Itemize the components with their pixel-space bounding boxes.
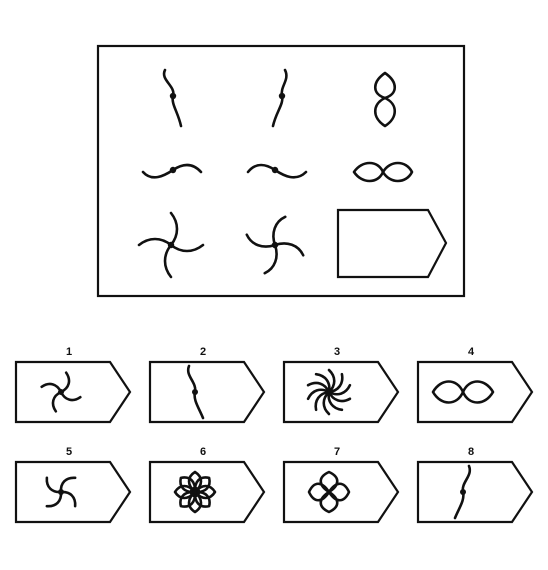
pinwheel-arm bbox=[327, 383, 352, 396]
petal bbox=[179, 476, 197, 494]
center-dot bbox=[271, 241, 279, 249]
option-frame bbox=[14, 460, 132, 524]
answer-option-4[interactable]: 4 bbox=[416, 346, 534, 424]
answer-option-3[interactable]: 3 bbox=[282, 346, 400, 424]
matrix-cell-2-1 bbox=[141, 163, 203, 179]
option-number: 7 bbox=[334, 446, 340, 458]
answer-options: 1 2 3 4 5 6 7 8 bbox=[14, 346, 534, 524]
center-dot bbox=[169, 166, 177, 174]
option-frame bbox=[14, 360, 132, 424]
option-number: 6 bbox=[200, 446, 206, 458]
petal bbox=[193, 484, 217, 500]
matrix-cell-3-2 bbox=[245, 215, 305, 275]
option-number: 5 bbox=[66, 446, 72, 458]
answer-option-7[interactable]: 7 bbox=[282, 446, 400, 524]
matrix-cell-1-2 bbox=[271, 68, 288, 128]
pinwheel-arm bbox=[314, 390, 331, 412]
flower-center bbox=[189, 486, 201, 498]
option-frame bbox=[282, 360, 400, 424]
pinwheel-arm bbox=[327, 390, 352, 403]
answer-option-6[interactable]: 6 bbox=[148, 446, 266, 524]
matrix-cell-2-2 bbox=[246, 163, 308, 179]
pinwheel-three-figure bbox=[45, 476, 77, 508]
option-frame bbox=[148, 360, 266, 424]
answer-option-1[interactable]: 1 bbox=[14, 346, 132, 424]
flower-eight-figure bbox=[173, 470, 217, 514]
pinwheel-four-figure bbox=[40, 371, 82, 413]
petal bbox=[187, 490, 203, 514]
petal bbox=[307, 482, 331, 502]
option-number: 1 bbox=[66, 346, 72, 358]
option-frame bbox=[148, 460, 266, 524]
petal bbox=[179, 490, 197, 508]
pinwheel-many-figure bbox=[306, 368, 352, 416]
flower-four-figure bbox=[307, 470, 351, 514]
center-dot bbox=[460, 489, 466, 495]
center-dot bbox=[58, 389, 64, 395]
petal bbox=[193, 490, 211, 508]
pinwheel-arm bbox=[306, 381, 331, 394]
pinwheel-arm bbox=[327, 390, 344, 412]
loop-lobe-bottom bbox=[373, 96, 397, 128]
option-frame bbox=[416, 460, 534, 524]
answer-option-2[interactable]: 2 bbox=[148, 346, 266, 424]
loop-lobe-right bbox=[461, 380, 495, 404]
center-dot bbox=[169, 92, 177, 100]
answer-option-8[interactable]: 8 bbox=[416, 446, 534, 524]
wave-vertical-right-figure bbox=[453, 464, 472, 520]
petal bbox=[187, 470, 203, 494]
matrix-cell-3-1 bbox=[137, 211, 205, 279]
center-dot bbox=[271, 166, 279, 174]
matrix-cell-2-3 bbox=[352, 161, 414, 183]
option-number: 4 bbox=[468, 346, 475, 358]
matrix-cell-1-1 bbox=[162, 68, 183, 128]
center-dot bbox=[167, 241, 175, 249]
loop-horizontal-figure bbox=[431, 380, 495, 404]
center-dot bbox=[192, 389, 198, 395]
option-frame bbox=[416, 360, 534, 424]
pinwheel-arm bbox=[306, 388, 331, 401]
pinwheel-arm bbox=[327, 372, 344, 394]
pinwheel-arm bbox=[314, 372, 331, 394]
missing-answer-slot bbox=[336, 208, 448, 279]
wave-vertical-left-figure bbox=[186, 364, 205, 420]
option-number: 3 bbox=[334, 346, 340, 358]
option-frame bbox=[282, 460, 400, 524]
petal bbox=[173, 484, 197, 500]
petal bbox=[193, 476, 211, 494]
answer-option-5[interactable]: 5 bbox=[14, 446, 132, 524]
loop-lobe-right bbox=[381, 161, 414, 183]
option-number: 8 bbox=[468, 446, 474, 458]
center-dot bbox=[278, 92, 286, 100]
pinwheel-arm bbox=[322, 390, 331, 416]
option-number: 2 bbox=[200, 346, 206, 358]
matrix-cell-1-3 bbox=[373, 71, 397, 128]
center-dot bbox=[58, 489, 64, 495]
